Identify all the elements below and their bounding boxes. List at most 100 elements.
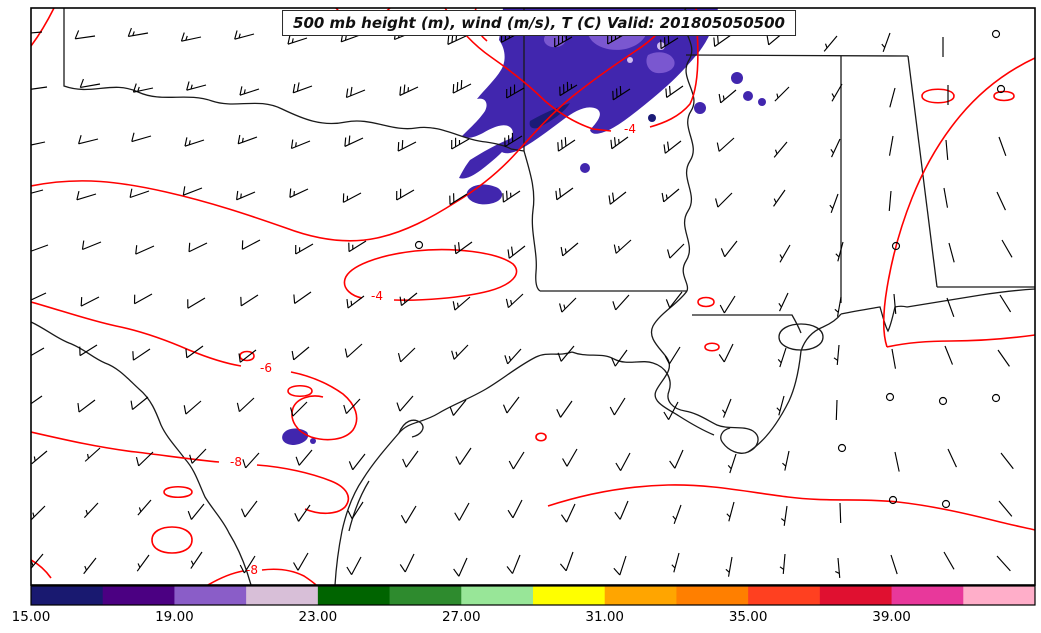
contour-label: -4 (624, 122, 636, 136)
state-border (840, 305, 908, 333)
colorbar-tick-label: 31.00 (585, 609, 624, 625)
wind-barb (31, 395, 43, 405)
wind-barb (671, 552, 680, 573)
wind-barb (347, 501, 364, 520)
colorbar-tick-label: 15.00 (12, 609, 51, 625)
wind-barb (834, 296, 842, 317)
colorbar-segment (963, 586, 1036, 605)
wind-barb (452, 79, 472, 94)
wind-barb (559, 551, 574, 572)
wind-barb (891, 348, 897, 369)
wind-speed-shading-spot (743, 91, 753, 101)
calm-wind-circle (891, 241, 901, 251)
temperature-contour (151, 526, 193, 554)
colorbar-tick-label: 35.00 (729, 609, 768, 625)
wind-barb (613, 555, 627, 576)
wind-barb (452, 296, 471, 311)
wind-barb (74, 30, 96, 40)
colorbar-segment (819, 586, 893, 605)
wind-barb (295, 243, 314, 255)
wind-barb (292, 82, 313, 94)
state-border (63, 8, 512, 150)
wind-barb (608, 191, 627, 205)
plot-title: 500 mb height (m), wind (m/s), T (C) Val… (282, 10, 796, 36)
wind-barb (345, 86, 366, 99)
wind-barb (185, 345, 204, 359)
wind-barb (944, 345, 954, 365)
colorbar-segment (317, 586, 391, 605)
wind-barb (127, 27, 149, 38)
wind-barb (183, 400, 202, 415)
temperature-contour (649, 8, 699, 128)
state-border (685, 54, 909, 57)
wind-barb (184, 137, 205, 147)
wind-barb (502, 396, 520, 414)
wind-barb (135, 245, 155, 255)
wind-barb (287, 35, 308, 45)
wind-barb (396, 395, 414, 412)
wind-barb (449, 399, 467, 416)
wind-barb (180, 32, 202, 42)
temperature-contour (921, 88, 955, 104)
wind-barb (31, 505, 46, 521)
state-border (571, 351, 759, 454)
wind-barb (31, 450, 48, 465)
wind-barb (290, 401, 308, 417)
colorbar-segment (246, 586, 319, 605)
wind-barb (835, 241, 844, 262)
wind-barb (713, 34, 732, 47)
wind-barb (718, 343, 734, 363)
calm-wind-circle (991, 393, 1001, 403)
wind-speed-shading-layer (282, 8, 766, 445)
calm-wind-circle (888, 495, 898, 505)
wind-barb (396, 188, 415, 201)
wind-barb (348, 453, 366, 471)
wind-barb (508, 451, 525, 470)
wind-barb (999, 294, 1012, 313)
wind-barb (823, 35, 838, 52)
contour-label: -6 (260, 361, 272, 375)
state-border (907, 55, 938, 288)
wind-barb (893, 293, 897, 314)
state-border (523, 150, 541, 292)
wind-barb (132, 348, 151, 361)
calm-wind-circle (837, 443, 847, 453)
wind-barb (726, 501, 735, 522)
wind-speed-shading (529, 103, 570, 129)
wind-barb (506, 84, 525, 99)
wind-barb (507, 245, 526, 259)
temperature-contour (207, 570, 244, 585)
wind-barb (948, 242, 955, 263)
wind-barb (507, 499, 523, 519)
wind-barb (890, 554, 898, 575)
wind-barb (399, 84, 419, 96)
wind-barb (454, 502, 470, 521)
wind-speed-shading-spot (758, 98, 766, 106)
colorbar-tick-label: 19.00 (155, 609, 194, 625)
wind-barb (835, 399, 838, 421)
wind-barb (31, 243, 49, 252)
wind-barb (562, 448, 578, 467)
calm-wind-circle (938, 396, 948, 406)
calm-wind-circle (885, 392, 895, 402)
wind-barb (780, 505, 788, 526)
wind-barb (612, 294, 630, 311)
wind-barb (894, 451, 900, 472)
wind-barb (831, 83, 843, 102)
wind-barb (776, 395, 785, 416)
temperature-contour (535, 432, 547, 442)
wind-barb (342, 192, 362, 203)
wind-barb (236, 190, 256, 201)
wind-barb (455, 447, 472, 465)
wind-barb (947, 448, 957, 468)
colorbar-outline (30, 585, 1036, 606)
temperature-contour (31, 301, 242, 367)
wind-barb (889, 87, 896, 108)
wind-barb (615, 452, 631, 471)
colorbar-segment (891, 586, 964, 605)
wind-barb (881, 32, 891, 52)
temperature-contour (287, 384, 313, 398)
wind-barb (1000, 452, 1014, 470)
wind-barb (132, 83, 154, 93)
